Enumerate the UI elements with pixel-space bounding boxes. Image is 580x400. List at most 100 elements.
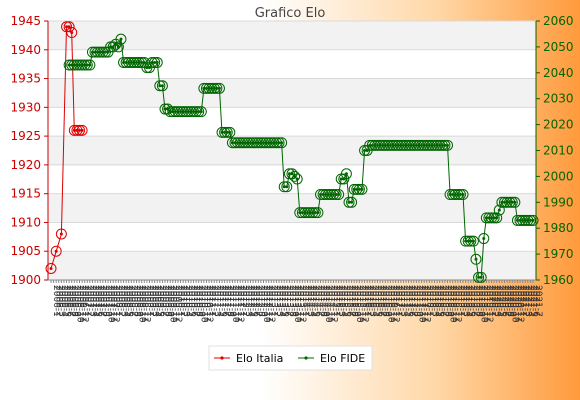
x-tick-label: 2006-6 xyxy=(64,285,74,317)
data-point-dot-elo-fide xyxy=(316,211,320,215)
data-point-elo-fide xyxy=(309,207,321,219)
x-tick-label: 2020-9 xyxy=(507,285,517,317)
x-tick-label: 2008-10 xyxy=(137,285,147,323)
data-point-dot-elo-fide xyxy=(510,200,514,204)
x-tick-label: 2019-5 xyxy=(466,285,476,317)
data-point-dot-elo-fide xyxy=(344,172,348,176)
data-point-elo-fide xyxy=(340,168,352,180)
data-point-elo-fide xyxy=(488,212,500,224)
x-tick-label: 2007-7 xyxy=(98,285,108,317)
x-tick-label: 2018-3 xyxy=(429,285,439,317)
data-point-elo-fide xyxy=(509,196,521,208)
x-tick-label: 2008-4 xyxy=(121,285,131,317)
x-tick-label: 2017-6 xyxy=(406,285,416,317)
x-tick-label: 2011-2 xyxy=(209,285,219,317)
legend-item-elo-fide[interactable]: Elo FIDE xyxy=(298,352,365,365)
x-tick-label: 2020-4 xyxy=(494,285,504,317)
data-point-elo-italia xyxy=(50,245,62,257)
x-tick-label: 2010-10 xyxy=(199,285,209,323)
data-point-elo-fide xyxy=(473,271,485,283)
x-tick-label: 2015-6 xyxy=(344,285,354,317)
x-tick-label: 2017-11 xyxy=(419,285,429,323)
x-tick-label: 2019-7 xyxy=(471,285,481,317)
left-tick-label: 1900 xyxy=(10,273,41,287)
data-point-elo-fide xyxy=(81,59,93,71)
data-point-dot-elo-italia xyxy=(78,128,82,132)
grid-band xyxy=(48,136,536,165)
data-point-dot-elo-fide xyxy=(474,257,478,261)
x-tick-label: 2014-7 xyxy=(315,285,325,317)
x-tick-label: 2013-11 xyxy=(295,285,305,323)
x-tick-label: 2007-1 xyxy=(82,285,92,317)
data-point-dot-elo-fide xyxy=(495,216,499,220)
data-point-dot-elo-fide xyxy=(479,275,483,279)
data-point-elo-fide xyxy=(84,59,96,71)
data-point-dot-elo-fide xyxy=(477,275,481,279)
x-tick-label: 2008-7 xyxy=(129,285,139,317)
x-tick-label: 2017-7 xyxy=(409,285,419,317)
x-tick-label: 2015-2 xyxy=(333,285,343,317)
x-tick-label: 2018-12 xyxy=(453,285,463,323)
data-point-elo-fide xyxy=(524,214,536,226)
x-tick-label: 2013-12 xyxy=(297,285,307,323)
data-point-dot-elo-italia xyxy=(70,31,74,35)
data-point-dot-elo-fide xyxy=(145,66,149,70)
x-tick-label: 2010-3 xyxy=(181,285,191,317)
x-tick-label: 2014-8 xyxy=(318,285,328,317)
data-point-elo-fide xyxy=(467,235,479,247)
x-tick-label: 2013-7 xyxy=(284,285,294,317)
x-tick-label: 2018-7 xyxy=(440,285,450,317)
x-tick-label: 2006-8 xyxy=(69,285,79,317)
x-tick-label: 2018-8 xyxy=(442,285,452,317)
x-tick-label: 2016-7 xyxy=(378,285,388,317)
data-point-elo-fide xyxy=(193,106,205,118)
data-point-elo-fide xyxy=(115,33,127,45)
data-point-dot-elo-fide xyxy=(347,200,351,204)
right-tick-label: 1980 xyxy=(543,221,574,235)
x-tick-label: 2014-3 xyxy=(305,285,315,317)
grid-band xyxy=(48,21,536,50)
data-point-elo-fide xyxy=(283,168,295,180)
data-point-elo-fide xyxy=(330,189,342,201)
data-point-dot-elo-italia xyxy=(80,128,84,132)
x-tick-label: 2011-6 xyxy=(219,285,229,317)
x-tick-label: 2013-9 xyxy=(289,285,299,317)
x-tick-label: 2019-12 xyxy=(484,285,494,323)
right-tick-label: 1990 xyxy=(543,195,574,209)
x-tick-label: 2016-10 xyxy=(385,285,395,323)
data-point-dot-elo-fide xyxy=(339,177,343,181)
x-tick-label: 2010-4 xyxy=(183,285,193,317)
x-tick-label: 2017-5 xyxy=(403,285,413,317)
x-tick-label: 2015-12 xyxy=(359,285,369,323)
x-tick-label: 2017-3 xyxy=(398,285,408,317)
x-tick-label: 2021-5 xyxy=(528,285,538,317)
data-point-elo-fide xyxy=(465,235,477,247)
data-point-dot-elo-fide xyxy=(158,84,162,88)
data-point-dot-elo-fide xyxy=(443,143,447,147)
x-tick-label: 2007-8 xyxy=(100,285,110,317)
legend-label-elo-fide: Elo FIDE xyxy=(320,352,365,365)
legend-item-elo-italia[interactable]: Elo Italia xyxy=(214,352,283,365)
x-tick-label: 2006-7 xyxy=(67,285,77,317)
data-point-elo-fide xyxy=(195,106,207,118)
x-tick-label: 2011-11 xyxy=(232,285,242,323)
data-point-dot-elo-fide xyxy=(528,218,532,222)
x-tick-label: 2016-9 xyxy=(383,285,393,317)
x-tick-label: 2010-12 xyxy=(204,285,214,323)
x-tick-label: 2014-5 xyxy=(310,285,320,317)
data-point-dot-elo-fide xyxy=(513,200,517,204)
x-tick-label: 2020-5 xyxy=(497,285,507,317)
left-tick-label: 1935 xyxy=(10,72,41,86)
left-tick-label: 1945 xyxy=(10,14,41,28)
x-tick-label: 2008-9 xyxy=(134,285,144,317)
x-tick-label: 2009-3 xyxy=(149,285,159,317)
x-tick-label: 2019-9 xyxy=(476,285,486,317)
x-tick-label: 2015-10 xyxy=(354,285,364,323)
x-tick-label: 2020-10 xyxy=(510,285,520,323)
left-tick-label: 1920 xyxy=(10,158,41,172)
data-point-elo-fide xyxy=(162,103,174,115)
data-point-dot-elo-fide xyxy=(471,239,475,243)
data-point-elo-fide xyxy=(112,41,124,53)
data-point-elo-italia xyxy=(66,27,78,39)
x-tick-label: 2018-11 xyxy=(450,285,460,323)
